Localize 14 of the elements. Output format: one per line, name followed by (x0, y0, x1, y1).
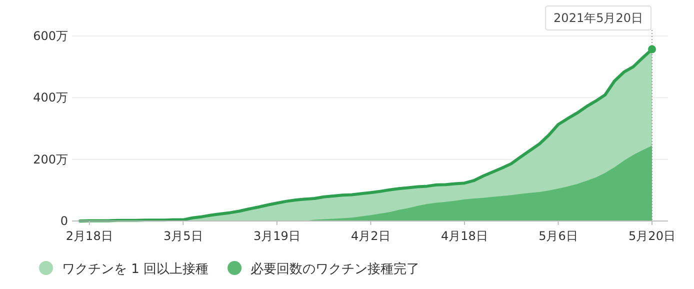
x-tick-label: 5月6日 (538, 229, 578, 243)
x-tick-label: 3月5日 (164, 229, 203, 243)
x-tick-label: 5月20日 (628, 229, 676, 243)
legend-label: ワクチンを 1 回以上接種 (62, 262, 209, 277)
y-tick-label: 200万 (33, 152, 68, 166)
annotation: 2021年5月20日 (554, 11, 643, 25)
x-tick-label: 4月18日 (441, 229, 488, 243)
y-tick-label: 600万 (33, 29, 68, 43)
y-tick-label: 400万 (33, 90, 68, 105)
y-tick-label: 0 (60, 214, 68, 228)
x-tick-label: 2月18日 (66, 229, 113, 243)
legend-label: 必要回数のワクチン接種完了 (250, 261, 420, 277)
x-tick-label: 4月2日 (351, 229, 390, 243)
x-tick-label: 3月19日 (253, 229, 300, 243)
